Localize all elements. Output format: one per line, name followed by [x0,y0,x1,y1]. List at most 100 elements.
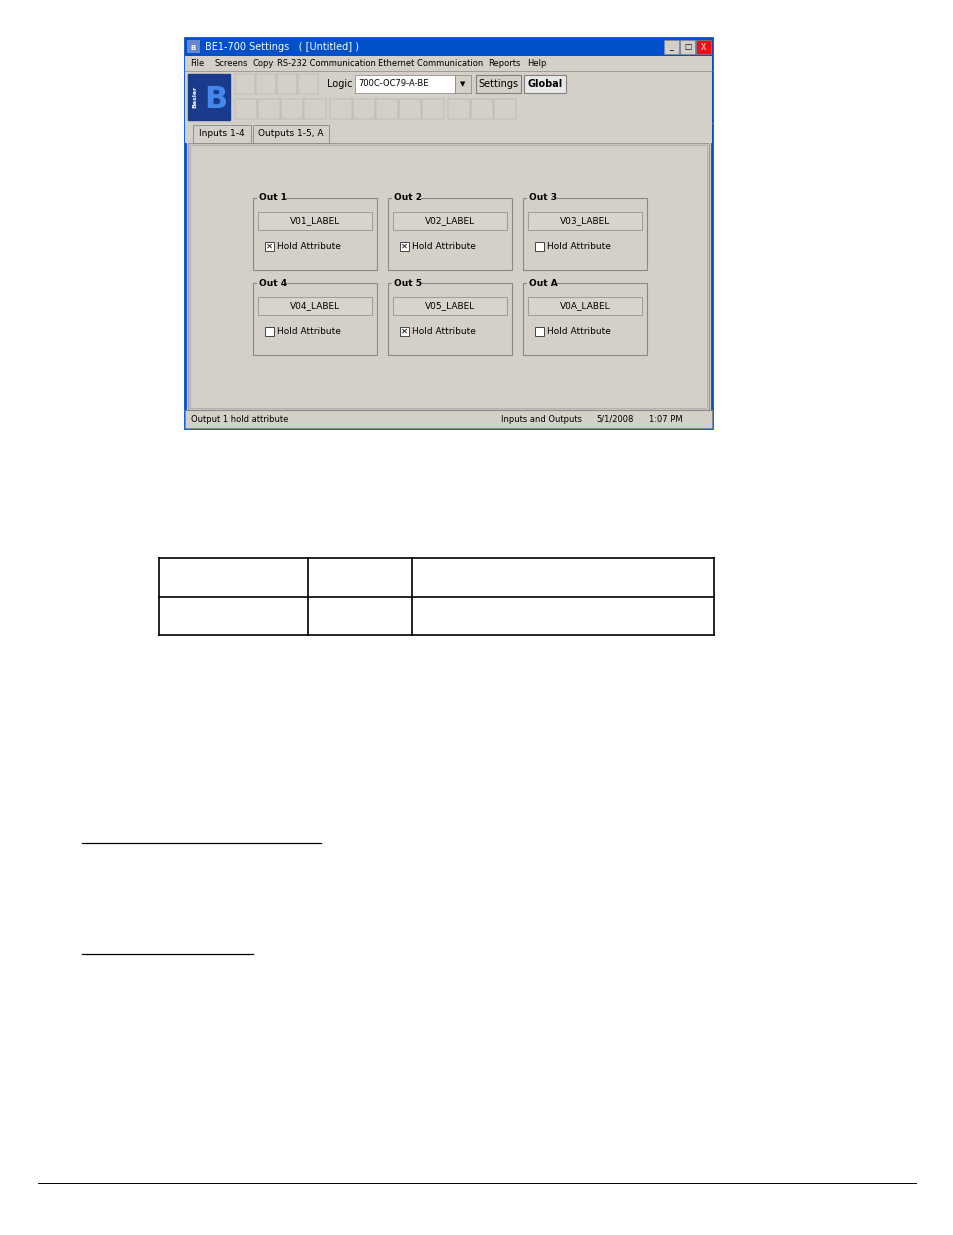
Text: ✕: ✕ [266,242,273,251]
Bar [522,283,646,354]
Text: B: B [191,44,196,51]
Text: V01_LABEL: V01_LABEL [290,216,340,226]
Bar [455,75,471,93]
Bar [185,70,711,124]
Bar [399,327,409,336]
Bar [355,75,455,93]
Bar [494,99,516,119]
Bar [535,327,543,336]
Bar [679,40,695,54]
Bar [393,212,506,230]
Text: Out A: Out A [529,279,558,288]
Bar [190,144,706,408]
Text: Out 3: Out 3 [529,194,557,203]
Bar [330,99,352,119]
Bar [393,296,506,315]
Bar [392,278,420,288]
Bar [388,283,512,354]
Bar [297,74,317,94]
Text: BE1-700 Settings   ( [Untitled] ): BE1-700 Settings ( [Untitled] ) [205,42,358,52]
Text: B: B [204,84,228,114]
Text: Out 1: Out 1 [258,194,287,203]
Bar [276,74,296,94]
Bar [256,278,286,288]
Bar [253,125,329,143]
Bar [388,198,512,270]
Text: File: File [190,59,204,68]
Text: V0A_LABEL: V0A_LABEL [559,301,610,310]
Text: Out 5: Out 5 [394,279,421,288]
Bar [185,38,711,56]
Bar [188,74,230,120]
Text: ▼: ▼ [460,82,465,86]
Bar [281,99,303,119]
Bar [522,198,646,270]
Text: Hold Attribute: Hold Attribute [546,327,610,336]
Bar [663,40,679,54]
Text: _: _ [669,42,673,52]
Bar [193,125,251,143]
Bar [255,74,275,94]
Text: 5/1/2008: 5/1/2008 [596,415,633,424]
Bar [526,278,556,288]
Bar [253,283,376,354]
Bar [234,99,256,119]
Bar [398,99,420,119]
Bar [696,40,710,54]
Text: Inputs 1-4: Inputs 1-4 [199,130,245,138]
Text: Help: Help [527,59,546,68]
Bar [257,99,280,119]
Text: Hold Attribute: Hold Attribute [276,327,340,336]
Text: Settings: Settings [478,79,518,89]
Text: V05_LABEL: V05_LABEL [424,301,475,310]
Bar [527,296,641,315]
Text: Hold Attribute: Hold Attribute [276,242,340,251]
Text: Global: Global [527,79,562,89]
Text: Out 2: Out 2 [394,194,421,203]
Bar [421,99,443,119]
Text: Basler: Basler [193,86,197,109]
Bar [448,99,470,119]
Text: Outputs 1-5, A: Outputs 1-5, A [258,130,323,138]
Bar [253,198,376,270]
Text: Inputs and Outputs: Inputs and Outputs [500,415,581,424]
Bar [523,75,565,93]
Bar [256,193,286,203]
Text: Reports: Reports [488,59,520,68]
Bar [234,74,254,94]
Text: Hold Attribute: Hold Attribute [412,327,476,336]
Bar [304,99,326,119]
Bar [535,242,543,251]
Text: RS-232 Communication: RS-232 Communication [276,59,375,68]
Bar [257,212,372,230]
Text: ✕: ✕ [400,242,408,251]
Text: Hold Attribute: Hold Attribute [546,242,610,251]
Bar [476,75,520,93]
Text: 1:07 PM: 1:07 PM [648,415,681,424]
Bar [187,40,200,53]
Text: V02_LABEL: V02_LABEL [424,216,475,226]
Text: Output 1 hold attribute: Output 1 hold attribute [191,415,288,424]
Text: X: X [700,42,705,52]
Text: Hold Attribute: Hold Attribute [412,242,476,251]
Bar [526,193,556,203]
Bar [185,410,711,429]
Text: □: □ [683,42,690,52]
Text: Logic: Logic [327,79,352,89]
Text: 700C-OC79-A-BE: 700C-OC79-A-BE [357,79,428,89]
Bar [188,143,708,410]
Bar [399,242,409,251]
Bar [185,38,711,429]
Text: Out 4: Out 4 [258,279,287,288]
Text: Copy: Copy [253,59,274,68]
Text: V04_LABEL: V04_LABEL [290,301,339,310]
Text: Ethernet Communication: Ethernet Communication [377,59,483,68]
Bar [185,56,711,70]
Bar [527,212,641,230]
Text: ✕: ✕ [400,327,408,336]
Bar [257,296,372,315]
Text: V03_LABEL: V03_LABEL [559,216,610,226]
Bar [185,124,711,143]
Text: Screens: Screens [214,59,248,68]
Bar [265,242,274,251]
